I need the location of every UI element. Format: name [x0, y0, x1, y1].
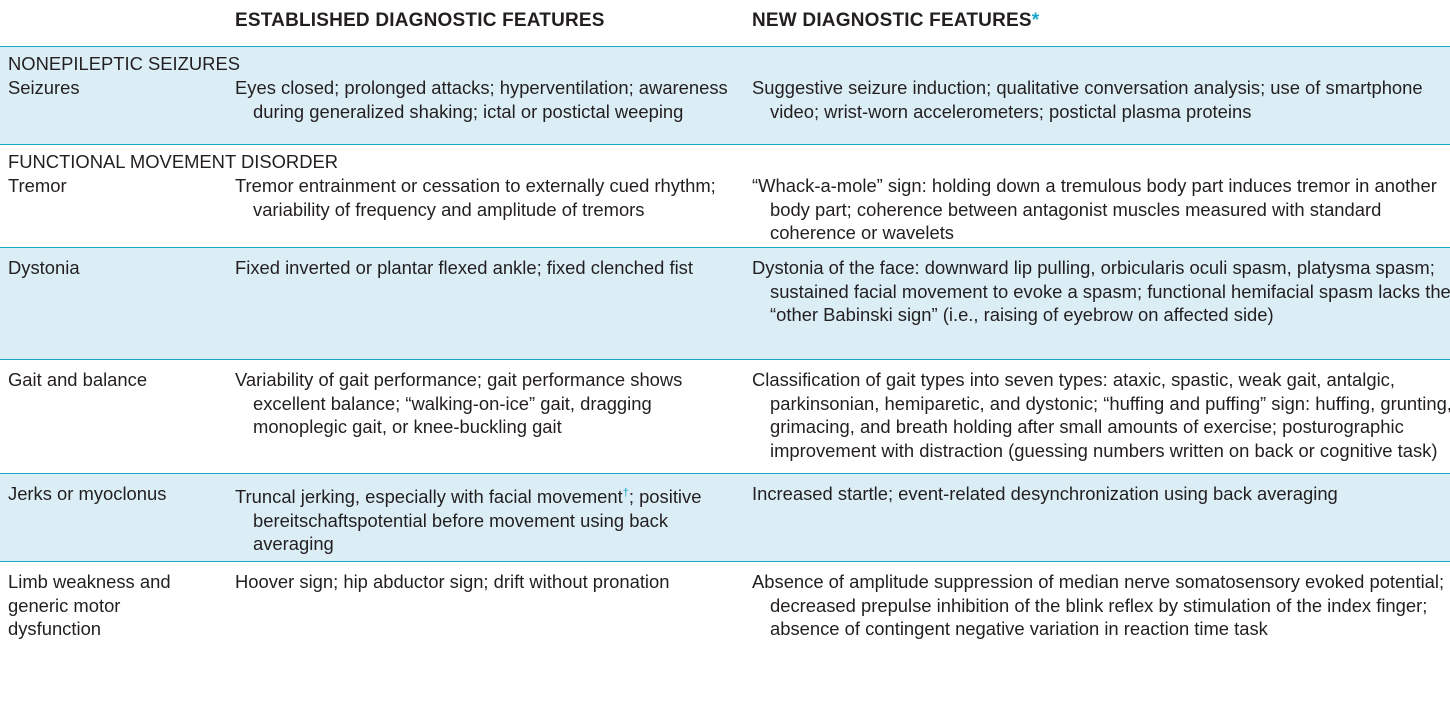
row-label: Dystonia	[8, 257, 80, 278]
header-established: ESTABLISHED DIAGNOSTIC FEATURES	[235, 10, 605, 31]
table-row-jerks: Jerks or myoclonus Truncal jerking, espe…	[0, 474, 1450, 562]
new-features: Dystonia of the face: downward lip pulli…	[752, 257, 1450, 325]
new-features: Absence of amplitude suppression of medi…	[752, 571, 1445, 639]
section-title-nonepileptic: NONEPILEPTIC SEIZURES	[8, 53, 240, 74]
row-label: Jerks or myoclonus	[8, 483, 167, 504]
footnote-star-marker: *	[1031, 10, 1040, 31]
table-header: ESTABLISHED DIAGNOSTIC FEATURES NEW DIAG…	[0, 0, 1450, 47]
header-new: NEW DIAGNOSTIC FEATURES*	[752, 10, 1039, 32]
dagger-footnote-marker: †	[622, 487, 629, 499]
section-title-fmd: FUNCTIONAL MOVEMENT DISORDER	[8, 151, 339, 172]
established-features: Hoover sign; hip abductor sign; drift wi…	[235, 571, 670, 592]
header-new-label: NEW DIAGNOSTIC FEATURES	[752, 10, 1032, 31]
new-features: Suggestive seizure induction; qualitativ…	[752, 77, 1423, 122]
established-features: Fixed inverted or plantar flexed ankle; …	[235, 257, 693, 278]
table-row-gait: Gait and balance Variability of gait per…	[0, 360, 1450, 474]
established-features-part-b: ; positive bereitschaftspotential before…	[253, 486, 702, 555]
table-row-seizures: NONEPILEPTIC SEIZURES Seizures Eyes clos…	[0, 47, 1450, 145]
established-features-part-a: Truncal jerking, especially with facial …	[235, 486, 623, 508]
established-features: Variability of gait performance; gait pe…	[235, 369, 683, 437]
row-label: Gait and balance	[8, 369, 148, 390]
new-features: Classification of gait types into seven …	[752, 369, 1450, 461]
row-label: Limb weakness and generic motor dysfunct…	[8, 571, 171, 639]
new-features: Increased startle; event-related desynch…	[752, 483, 1338, 504]
row-label: Seizures	[8, 77, 80, 98]
established-features: Truncal jerking, especially with facial …	[235, 482, 743, 556]
established-features: Eyes closed; prolonged attacks; hyperven…	[235, 77, 728, 122]
new-features: “Whack-a-mole” sign: holding down a trem…	[752, 175, 1437, 243]
established-features: Tremor entrainment or cessation to exter…	[235, 175, 716, 220]
table-row-dystonia: Dystonia Fixed inverted or plantar flexe…	[0, 248, 1450, 360]
row-label: Tremor	[8, 175, 67, 196]
table-row-tremor: FUNCTIONAL MOVEMENT DISORDER Tremor Trem…	[0, 145, 1450, 248]
table-row-limb-weakness: Limb weakness and generic motor dysfunct…	[0, 562, 1450, 725]
